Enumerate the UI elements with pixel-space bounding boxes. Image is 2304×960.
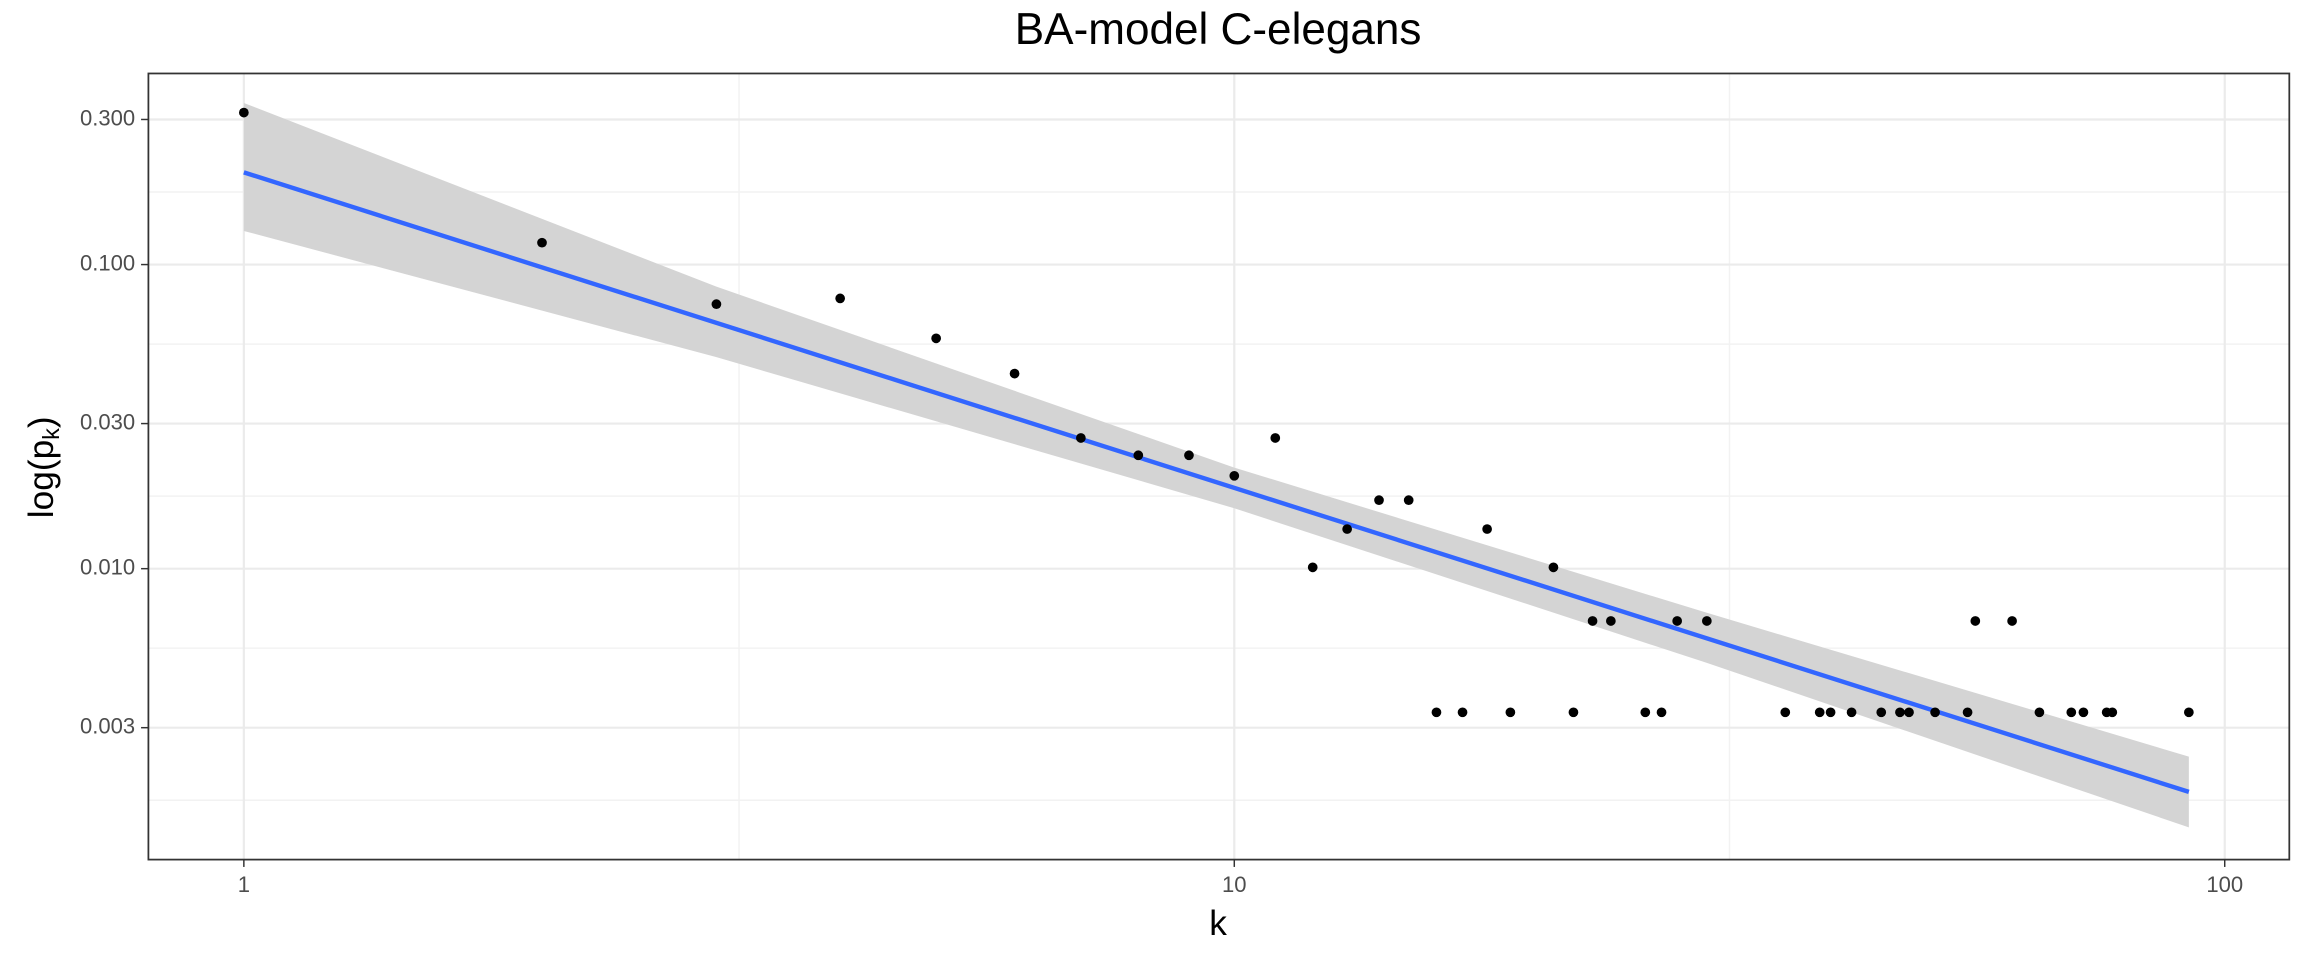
y-axis-title: log(pk) xyxy=(22,416,64,518)
y-tick-label: 0.003 xyxy=(80,714,135,739)
point xyxy=(1780,707,1791,718)
point xyxy=(1270,433,1281,443)
point xyxy=(1374,495,1384,506)
point xyxy=(2034,707,2045,718)
point xyxy=(1229,470,1240,481)
point xyxy=(239,107,249,118)
point xyxy=(2007,616,2017,626)
point xyxy=(1672,616,1683,626)
panel-border xyxy=(147,72,2291,861)
point xyxy=(1076,433,1086,443)
point xyxy=(1403,495,1414,506)
point xyxy=(1825,707,1836,718)
point xyxy=(2078,707,2089,718)
confidence-band xyxy=(243,102,2189,828)
point xyxy=(1482,524,1492,534)
x-tick-label: 100 xyxy=(2206,872,2243,897)
point xyxy=(1568,707,1579,718)
y-tick-label: 0.030 xyxy=(80,409,135,434)
chart-title: BA-model C-elegans xyxy=(1015,5,1422,54)
point xyxy=(537,237,547,248)
point xyxy=(1342,524,1352,534)
point xyxy=(1431,707,1442,718)
y-tick-label: 0.010 xyxy=(80,555,135,580)
point xyxy=(1970,616,1981,626)
point xyxy=(2066,707,2077,718)
point xyxy=(1895,707,1905,718)
point xyxy=(711,299,722,310)
point xyxy=(1814,707,1825,718)
point xyxy=(1876,707,1887,718)
fit-line xyxy=(243,170,2190,794)
point xyxy=(1548,562,1559,573)
point xyxy=(1133,450,1144,461)
point xyxy=(1846,707,1857,718)
point xyxy=(1184,450,1194,461)
point xyxy=(835,293,846,304)
y-axis-title-part: ) xyxy=(22,416,61,428)
point xyxy=(1640,707,1651,718)
x-tick-label: 1 xyxy=(238,872,250,897)
point xyxy=(1701,616,1712,626)
y-tick-label: 0.300 xyxy=(80,105,135,130)
point xyxy=(1606,616,1616,626)
x-tick-label: 10 xyxy=(1222,872,1247,897)
point xyxy=(1930,707,1940,718)
point xyxy=(1656,707,1667,718)
point xyxy=(2184,707,2194,718)
point xyxy=(1587,616,1598,626)
y-tick-label: 0.100 xyxy=(80,250,135,275)
point xyxy=(1009,368,1020,379)
point xyxy=(1904,707,1914,718)
x-axis-title: k xyxy=(1209,904,1227,943)
point xyxy=(1505,707,1516,718)
point xyxy=(2107,707,2118,718)
point xyxy=(1307,562,1318,573)
y-axis-title-part: log(p xyxy=(22,440,61,518)
point xyxy=(1962,707,1973,718)
y-axis-title-sub: k xyxy=(38,428,64,440)
point xyxy=(931,333,941,344)
point xyxy=(1457,707,1468,718)
